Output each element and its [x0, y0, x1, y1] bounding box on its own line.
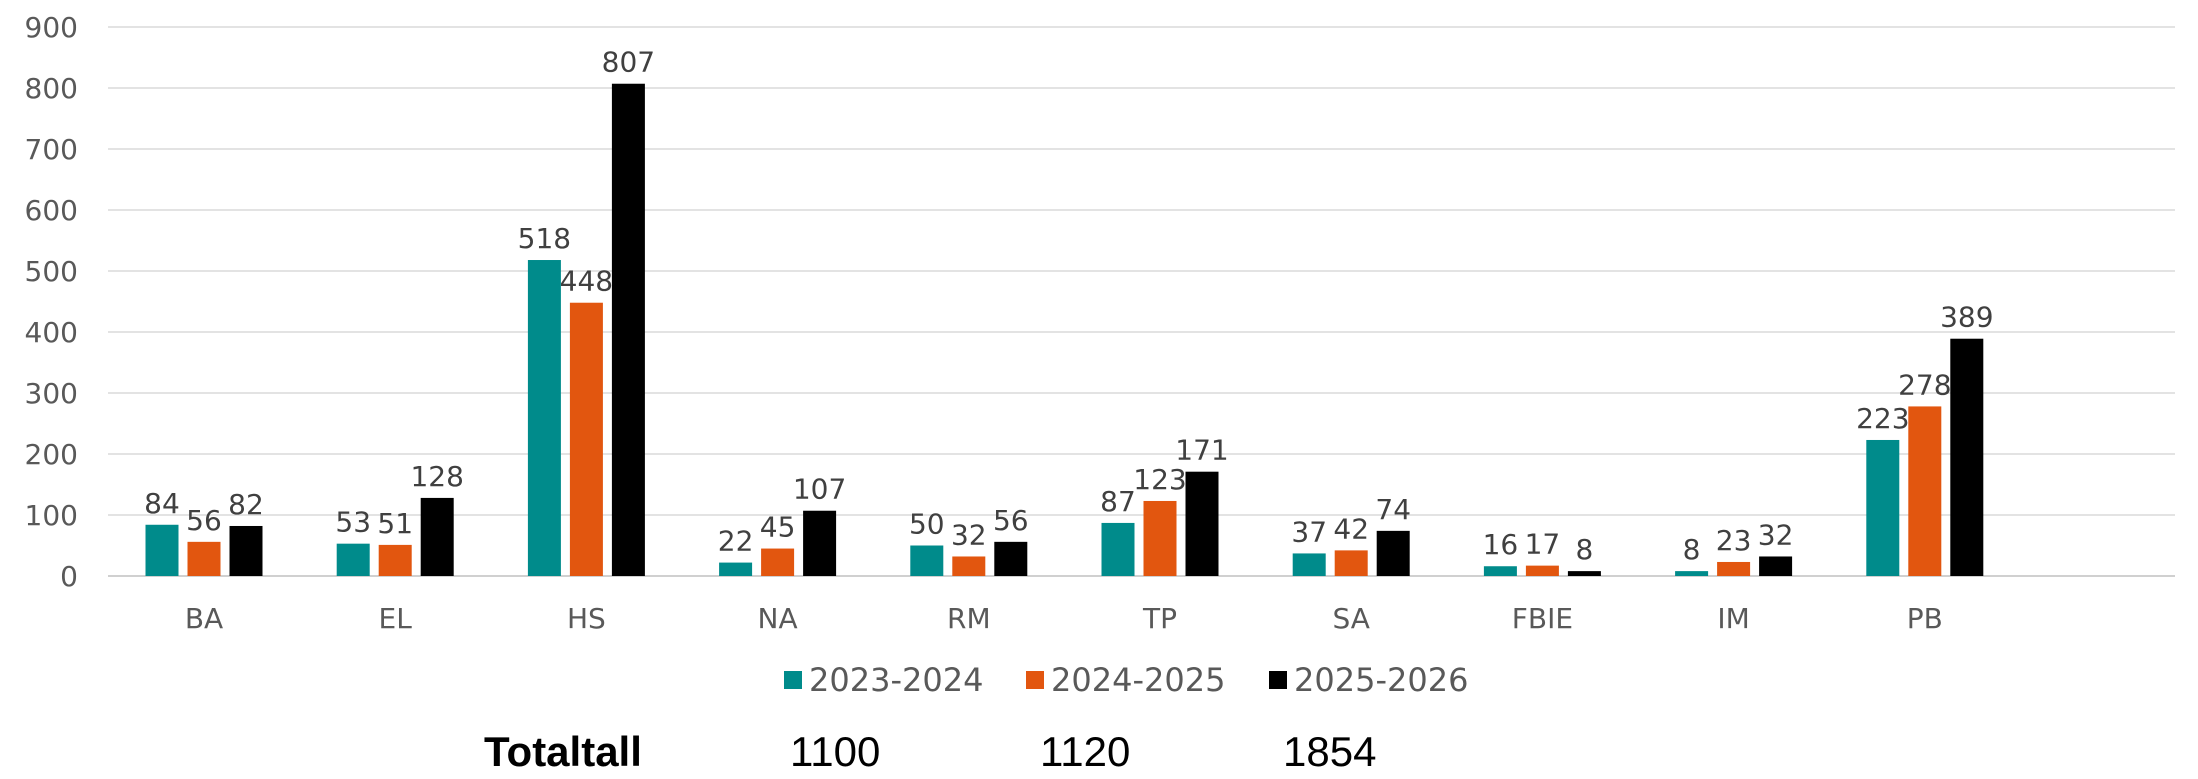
bar	[378, 544, 412, 576]
y-tick-label: 0	[60, 560, 78, 593]
bar	[803, 510, 837, 576]
legend: 2023-2024 2024-2025 2025-2026	[784, 661, 1468, 699]
data-label: 50	[909, 508, 945, 541]
bar	[1950, 338, 1984, 576]
data-label: 32	[951, 518, 987, 551]
bar	[145, 524, 179, 576]
legend-label: 2024-2025	[1051, 661, 1225, 699]
bar	[1185, 471, 1219, 576]
y-axis-ticks: 0 100 200 300 400 500 600 700 800 900	[25, 11, 78, 593]
data-label: 23	[1716, 524, 1752, 557]
legend-label: 2023-2024	[809, 661, 983, 699]
data-label: 56	[993, 504, 1029, 537]
x-tick-label: RM	[947, 602, 991, 635]
legend-swatch	[1269, 671, 1287, 689]
data-label: 22	[718, 525, 754, 558]
x-tick-label: EL	[379, 602, 413, 635]
bar	[761, 548, 795, 576]
x-tick-label: IM	[1717, 602, 1749, 635]
data-label: 84	[144, 487, 180, 520]
data-label: 223	[1856, 402, 1909, 435]
bar	[187, 541, 221, 576]
data-label: 37	[1291, 515, 1327, 548]
bar	[1908, 406, 1942, 576]
data-label: 82	[228, 488, 264, 521]
x-tick-label: HS	[567, 602, 606, 635]
bar	[1101, 522, 1135, 576]
bar	[611, 83, 645, 576]
bar	[952, 556, 986, 576]
x-tick-label: PB	[1907, 602, 1943, 635]
legend-swatch	[1026, 671, 1044, 689]
x-tick-label: FBIE	[1512, 602, 1573, 635]
total-value: 1854	[1283, 728, 1377, 775]
data-label: 53	[335, 506, 371, 539]
data-label: 42	[1333, 512, 1369, 545]
bar	[719, 562, 753, 576]
bar	[1567, 571, 1601, 576]
bar	[1292, 553, 1326, 576]
data-label: 518	[518, 222, 571, 255]
bar	[420, 497, 454, 576]
bar	[1483, 566, 1517, 576]
x-tick-label: SA	[1332, 602, 1369, 635]
bar	[1759, 556, 1793, 576]
data-label: 87	[1100, 485, 1136, 518]
data-label: 56	[186, 504, 222, 537]
data-label: 16	[1483, 528, 1519, 561]
x-tick-label: BA	[185, 602, 223, 635]
data-label: 8	[1575, 533, 1593, 566]
y-tick-label: 200	[25, 438, 78, 471]
y-tick-label: 700	[25, 133, 78, 166]
data-label: 171	[1175, 434, 1228, 467]
bar	[1717, 561, 1751, 576]
bar	[994, 541, 1028, 576]
bar	[1376, 530, 1410, 576]
data-label: 74	[1375, 493, 1411, 526]
data-label: 8	[1683, 533, 1701, 566]
y-tick-label: 600	[25, 194, 78, 227]
data-label: 128	[410, 460, 463, 493]
bar	[910, 545, 944, 576]
y-tick-label: 800	[25, 72, 78, 105]
bar	[1525, 565, 1559, 576]
bar	[1334, 550, 1368, 576]
total-value: 1100	[790, 728, 881, 775]
data-label: 107	[793, 473, 846, 506]
data-label: 51	[377, 507, 413, 540]
total-value: 1120	[1040, 728, 1131, 775]
data-label: 17	[1525, 528, 1561, 561]
bar	[1866, 439, 1900, 576]
bar	[569, 302, 603, 576]
bar	[229, 525, 263, 576]
data-label: 448	[560, 265, 613, 298]
x-tick-label: TP	[1142, 602, 1177, 635]
bar	[527, 260, 561, 576]
bar	[1143, 500, 1177, 576]
bar	[336, 543, 370, 576]
x-axis-ticks: BA EL HS NA RM TP SA FBIE IM PB	[185, 602, 1943, 635]
bar	[1675, 571, 1709, 576]
data-label: 389	[1940, 301, 1993, 334]
y-tick-label: 300	[25, 377, 78, 410]
totals-label: Totaltall	[484, 728, 642, 775]
data-label: 278	[1898, 368, 1951, 401]
data-label: 45	[760, 511, 796, 544]
data-label: 123	[1133, 463, 1186, 496]
y-tick-label: 400	[25, 316, 78, 349]
y-tick-label: 900	[25, 11, 78, 44]
y-tick-label: 500	[25, 255, 78, 288]
legend-swatch	[784, 671, 802, 689]
data-label: 32	[1758, 518, 1794, 551]
y-tick-label: 100	[25, 499, 78, 532]
legend-label: 2025-2026	[1294, 661, 1468, 699]
x-tick-label: NA	[758, 602, 798, 635]
data-label: 807	[602, 46, 655, 79]
